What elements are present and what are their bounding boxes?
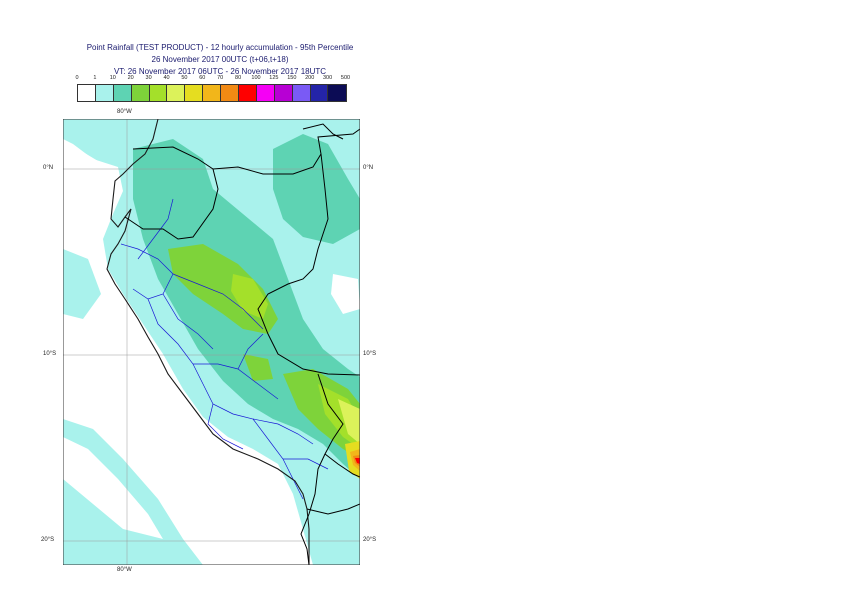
dry-patch-east [331, 274, 360, 314]
national-borders [124, 123, 360, 565]
region-border-10 [237, 333, 264, 370]
border-ecuador-colombia [132, 128, 360, 175]
map-svg [63, 119, 360, 565]
legend-tick-label: 80 [235, 75, 242, 81]
legend-tick-label: 0 [75, 75, 79, 81]
legend-color-bar [77, 84, 348, 102]
border-titicaca [324, 453, 360, 478]
legend-tick-label: 300 [323, 75, 333, 81]
lat-label-right-10s: 10°S [363, 351, 377, 357]
legend-tick-label: 125 [269, 75, 279, 81]
region-border-2 [162, 293, 214, 350]
chart-title: Point Rainfall (TEST PRODUCT) - 12 hourl… [40, 42, 400, 78]
dry-patch-south-ocean [63, 437, 163, 539]
legend-tick-label: 200 [305, 75, 315, 81]
legend-swatch [131, 85, 150, 101]
legend-tick-label: 30 [145, 75, 152, 81]
legend-swatch [310, 85, 329, 101]
legend-tick-label: 60 [199, 75, 206, 81]
legend-swatch [113, 85, 132, 101]
title-line-1: Point Rainfall (TEST PRODUCT) - 12 hourl… [86, 43, 354, 52]
lat-label-right-20s: 20°S [363, 537, 377, 543]
region-border-7 [207, 403, 244, 450]
border-north [302, 123, 344, 140]
region-border-6 [202, 383, 269, 440]
legend-tick-labels: 0 1 10 20 30 40 50 60 70 80 100 125 150 200 300 500 [75, 75, 357, 83]
legend-tick-label: 1 [93, 75, 97, 81]
lon-label-top: 80°W [117, 109, 132, 115]
legend-swatch [78, 85, 96, 101]
coastline [106, 119, 310, 565]
rainfall-field-20-30-se [283, 369, 360, 459]
legend-tick-label: 20 [127, 75, 134, 81]
lat-label-left-10s: 10°S [43, 351, 57, 357]
legend-tick-label: 50 [181, 75, 188, 81]
graticule [63, 119, 360, 565]
legend-tick-label: 40 [163, 75, 170, 81]
region-border-9 [252, 418, 314, 445]
lat-label-right-0: 0°N [363, 165, 374, 171]
legend-swatch [328, 85, 347, 101]
title-line-2: 26 November 2017 00UTC (t+06,t+18) [151, 55, 289, 64]
lon-label-bottom: 80°W [117, 567, 132, 573]
region-border-12 [283, 458, 329, 470]
legend-swatch [185, 85, 204, 101]
legend-tick-label: 500 [340, 75, 351, 81]
region-border-4 [172, 273, 264, 330]
border-ecuador-peru [124, 168, 219, 240]
region-border-8 [267, 438, 304, 500]
border-peru-bolivia [300, 373, 344, 565]
legend-swatch [149, 85, 168, 101]
legend-swatch [95, 85, 114, 101]
border-peru-brazil [257, 153, 360, 376]
border-bolivia-chile [306, 503, 360, 515]
dry-patch-west-ocean [63, 144, 98, 199]
legend-swatch [203, 85, 222, 101]
rainfall-field-80-100 [355, 458, 360, 464]
legend-swatch [256, 85, 275, 101]
legend-swatch [292, 85, 311, 101]
region-border-3 [147, 298, 204, 385]
legend-tick-label: 70 [217, 75, 224, 81]
ocean-shower-band-2 [63, 249, 101, 319]
rainfall-field-10-20-north [273, 134, 360, 244]
lat-label-left-20s: 20°S [41, 537, 55, 543]
legend-tick-label: 150 [287, 75, 297, 81]
legend-tick-label: 10 [109, 75, 116, 81]
title-line-3: VT: 26 November 2017 06UTC - 26 November… [113, 67, 327, 76]
rainfall-field-20-30-small [243, 354, 273, 381]
rainfall-field-40-50 [338, 399, 360, 444]
legend-swatch [274, 85, 293, 101]
ocean-shower-band-1 [63, 419, 203, 565]
legend-tick-label: 100 [251, 75, 261, 81]
legend-swatch [167, 85, 186, 101]
legend-swatch [239, 85, 257, 101]
region-boundaries [120, 198, 329, 500]
lat-label-left-0: 0°N [43, 165, 54, 171]
legend-swatch [221, 85, 240, 101]
rainfall-map [63, 119, 360, 565]
